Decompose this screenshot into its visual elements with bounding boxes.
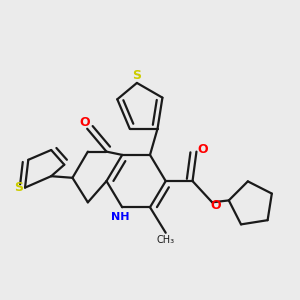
Text: O: O <box>79 116 90 129</box>
Text: NH: NH <box>111 212 130 222</box>
Text: O: O <box>210 199 221 212</box>
Text: S: S <box>14 181 23 194</box>
Text: S: S <box>132 69 141 82</box>
Text: CH₃: CH₃ <box>157 235 175 245</box>
Text: O: O <box>197 143 208 157</box>
